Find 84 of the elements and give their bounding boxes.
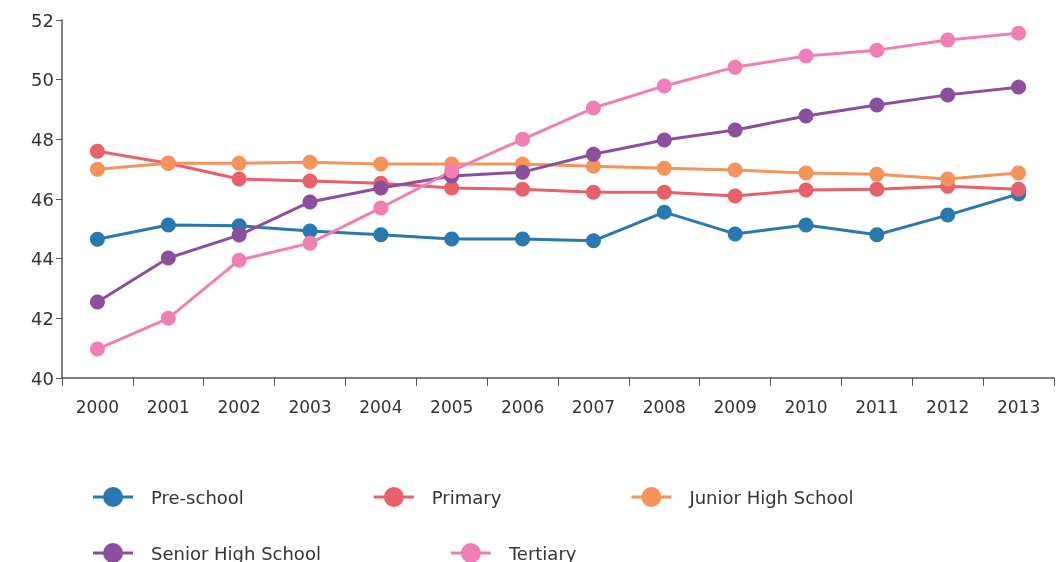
point bbox=[727, 122, 743, 138]
point bbox=[1011, 25, 1027, 41]
point bbox=[940, 87, 956, 103]
legend-label: Pre-school bbox=[151, 486, 244, 508]
point bbox=[656, 78, 672, 94]
point bbox=[160, 217, 176, 233]
x-tick-label: 2009 bbox=[713, 396, 757, 417]
x-tick-label: 2008 bbox=[642, 396, 686, 417]
x-tick-label: 2001 bbox=[146, 396, 190, 417]
point bbox=[727, 59, 743, 75]
x-tick-label: 2011 bbox=[855, 396, 899, 417]
x-tick-label: 2004 bbox=[359, 396, 403, 417]
x-tick-label: 2012 bbox=[926, 396, 970, 417]
point bbox=[89, 231, 105, 247]
x-tick-label: 2010 bbox=[784, 396, 828, 417]
point bbox=[231, 155, 247, 171]
x-tick-label: 2002 bbox=[217, 396, 261, 417]
point bbox=[940, 32, 956, 48]
point bbox=[585, 233, 601, 249]
point bbox=[373, 227, 389, 243]
point bbox=[515, 164, 531, 180]
point bbox=[1011, 165, 1027, 181]
point bbox=[798, 165, 814, 181]
point bbox=[160, 310, 176, 326]
point bbox=[869, 97, 885, 113]
point bbox=[373, 156, 389, 172]
point bbox=[231, 252, 247, 268]
point bbox=[940, 207, 956, 223]
point bbox=[727, 226, 743, 242]
point bbox=[585, 100, 601, 116]
point bbox=[656, 132, 672, 148]
point bbox=[869, 166, 885, 182]
x-tick-label: 2006 bbox=[500, 396, 545, 417]
point bbox=[444, 163, 460, 179]
point bbox=[515, 181, 531, 197]
point bbox=[656, 204, 672, 220]
point bbox=[302, 173, 318, 189]
point bbox=[869, 227, 885, 243]
point bbox=[656, 160, 672, 176]
point bbox=[798, 48, 814, 64]
legend-label: Primary bbox=[431, 486, 502, 508]
y-tick-label: 44 bbox=[31, 248, 54, 270]
point bbox=[302, 154, 318, 170]
point bbox=[444, 231, 460, 247]
point bbox=[585, 158, 601, 174]
point bbox=[89, 143, 105, 159]
y-tick-label: 52 bbox=[31, 9, 54, 31]
x-tick-label: 2003 bbox=[288, 396, 332, 417]
point bbox=[869, 181, 885, 197]
point bbox=[869, 42, 885, 58]
x-tick-label: 2007 bbox=[571, 396, 616, 417]
point bbox=[89, 294, 105, 310]
point bbox=[302, 194, 318, 210]
x-tick-label: 2013 bbox=[996, 396, 1041, 417]
point bbox=[1011, 79, 1027, 95]
point bbox=[373, 200, 389, 216]
y-tick-label: 46 bbox=[31, 188, 54, 210]
point bbox=[89, 161, 105, 177]
point bbox=[515, 231, 531, 247]
point bbox=[302, 235, 318, 251]
point bbox=[585, 146, 601, 162]
point bbox=[160, 250, 176, 266]
point bbox=[231, 171, 247, 187]
point bbox=[1011, 181, 1027, 197]
point bbox=[231, 227, 247, 243]
point bbox=[656, 184, 672, 200]
point bbox=[89, 341, 105, 357]
legend-label: Junior High School bbox=[688, 486, 854, 508]
x-tick-label: 2005 bbox=[430, 396, 474, 417]
point bbox=[515, 131, 531, 147]
point bbox=[727, 188, 743, 204]
y-tick-label: 42 bbox=[31, 307, 54, 329]
y-tick-label: 40 bbox=[31, 367, 54, 389]
point bbox=[727, 162, 743, 178]
point bbox=[585, 184, 601, 200]
y-tick-label: 50 bbox=[31, 69, 54, 91]
x-tick-label: 2000 bbox=[75, 396, 120, 417]
point bbox=[302, 223, 318, 239]
point bbox=[798, 108, 814, 124]
point bbox=[940, 171, 956, 187]
point bbox=[798, 217, 814, 233]
y-tick-label: 48 bbox=[31, 128, 54, 150]
point bbox=[373, 180, 389, 196]
point bbox=[798, 182, 814, 198]
